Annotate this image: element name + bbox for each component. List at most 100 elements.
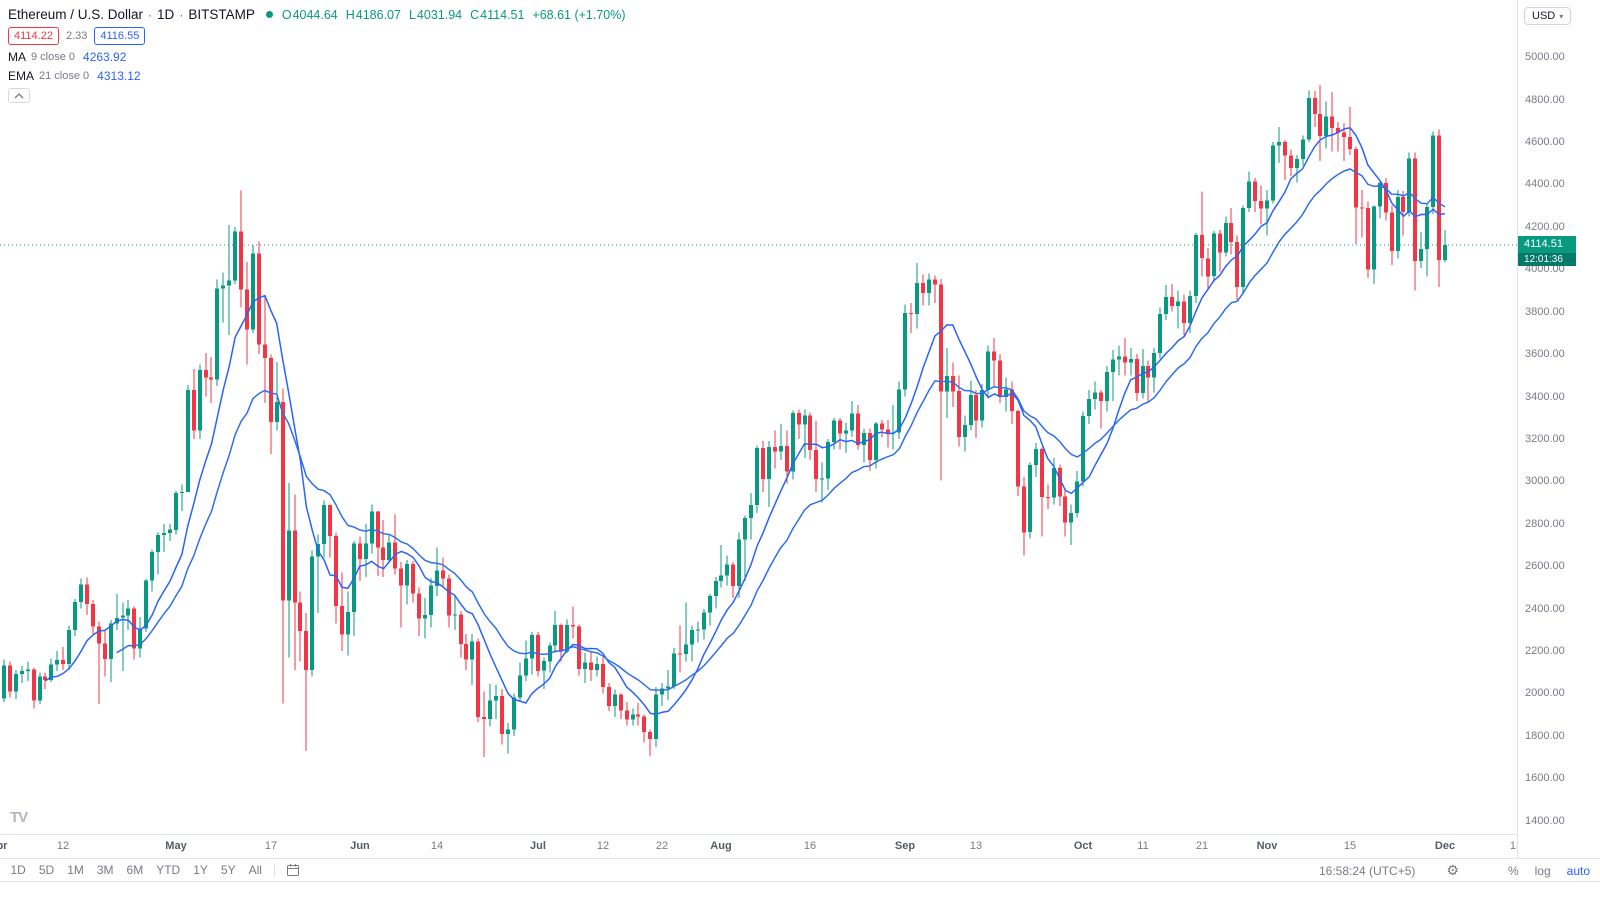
close-label: C: [470, 7, 480, 22]
go-to-date-button[interactable]: [281, 859, 305, 881]
date-range-switcher: 1D 5D 1M 3M 6M YTD 1Y 5Y All: [0, 859, 305, 881]
range-button-1m[interactable]: 1M: [61, 859, 91, 881]
currency-label: USD: [1532, 10, 1556, 22]
price-tick-label: 3800.00: [1525, 306, 1565, 318]
price-tick-label: 1600.00: [1525, 772, 1565, 784]
ask-price[interactable]: 4116.55: [94, 27, 146, 45]
price-axis[interactable]: USD ▾ 5000.00 4800.00 4600.00 4400.00 4200.0…: [1517, 0, 1600, 858]
range-button-ytd[interactable]: YTD: [150, 859, 187, 881]
time-tick-label: 17: [264, 840, 278, 852]
candlestick-chart-canvas[interactable]: [0, 0, 1517, 834]
chart-legend: Ethereum / U.S. Dollar · 1D · BITSTAMP O…: [8, 7, 626, 103]
indicator-name: EMA: [8, 69, 35, 83]
time-tick-label: 16: [803, 840, 817, 852]
bid-ask-row: 4114.22 2.33 4116.55: [8, 27, 626, 45]
indicator-value: 4263.92: [83, 50, 127, 64]
low-value: 4031.94: [416, 7, 463, 22]
price-tick-label: 4400.00: [1525, 178, 1565, 190]
auto-scale-button[interactable]: auto: [1559, 859, 1598, 883]
chart-pane[interactable]: Ethereum / U.S. Dollar · 1D · BITSTAMP O…: [0, 0, 1517, 834]
open-label: O: [281, 7, 292, 22]
time-axis[interactable]: Apr 12 May 17 Jun 14 Jul 12 22 Aug 16 Sep 13 Oct 11 21 N…: [0, 834, 1517, 858]
time-tick-label: 22: [655, 840, 669, 852]
time-tick-label: 11: [1137, 840, 1149, 852]
indicator-row-ma9[interactable]: MA 9 close 0 4263.92: [8, 50, 626, 64]
indicator-name: MA: [8, 50, 26, 64]
bar-countdown-label: 12:01:36: [1518, 253, 1576, 266]
price-tick-label: 3000.00: [1525, 475, 1565, 487]
time-tick-label: 13: [969, 840, 983, 852]
currency-selector-button[interactable]: USD ▾: [1524, 7, 1572, 25]
change-value: +68.61 (+1.70%): [532, 7, 626, 22]
range-button-5y[interactable]: 5Y: [214, 859, 242, 881]
exchange-label[interactable]: BITSTAMP: [188, 7, 255, 22]
price-tick-label: 3200.00: [1525, 433, 1565, 445]
bid-price[interactable]: 4114.22: [8, 27, 59, 45]
time-tick-label: Apr: [0, 840, 8, 852]
caret-down-icon: ▾: [1559, 11, 1564, 21]
time-tick-label: Jun: [350, 840, 370, 852]
time-tick-label: 12: [596, 840, 610, 852]
price-tick-label: 1400.00: [1525, 815, 1565, 827]
time-tick-label: Oct: [1073, 840, 1093, 852]
high-value: 4186.07: [355, 7, 401, 22]
close-value: 4114.51: [480, 7, 525, 22]
tradingview-logo[interactable]: TV: [10, 809, 28, 826]
price-tick-label: 5000.00: [1525, 51, 1565, 63]
time-tick-label: 21: [1195, 840, 1209, 852]
time-tick-label: 13: [1509, 840, 1517, 852]
spread-value: 2.33: [65, 30, 88, 42]
clock-time: 16:58:24: [1318, 864, 1366, 878]
time-tick-label: Aug: [710, 840, 732, 852]
calendar-icon: [287, 864, 300, 876]
percent-scale-button[interactable]: %: [1500, 859, 1527, 883]
price-tick-label: 4800.00: [1525, 94, 1565, 106]
time-tick-label: 14: [430, 840, 444, 852]
time-tick-label: 12: [56, 840, 70, 852]
settings-gear-icon[interactable]: ⚙: [1441, 859, 1464, 883]
log-scale-button[interactable]: log: [1527, 859, 1559, 883]
toolbar-divider: [274, 863, 276, 877]
scale-controls-group: 16:58:24 (UTC+5) ⚙ % log auto: [1319, 859, 1600, 883]
price-tick-label: 2800.00: [1525, 518, 1565, 530]
price-tick-label: 2000.00: [1525, 687, 1565, 699]
clock-timezone: (UTC+5): [1369, 864, 1416, 878]
price-tick-label: 3400.00: [1525, 391, 1565, 403]
session-clock[interactable]: 16:58:24 (UTC+5): [1319, 864, 1415, 878]
high-label: H: [345, 7, 355, 22]
time-tick-label: May: [165, 840, 187, 852]
time-tick-label: Dec: [1434, 840, 1456, 852]
price-tick-label: 3600.00: [1525, 348, 1565, 360]
time-tick-label: Nov: [1256, 840, 1278, 852]
range-buttons-group: 1D 5D 1M 3M 6M YTD 1Y 5Y All: [4, 859, 268, 881]
interval-label[interactable]: 1D: [157, 7, 175, 22]
ohlc-values: O 4044.64 H 4186.07 L 4031.94 C 4114.51 +68.…: [282, 8, 626, 22]
indicator-value: 4313.12: [97, 69, 141, 83]
indicator-params: 9 close 0: [31, 51, 76, 63]
range-button-5d[interactable]: 5D: [32, 859, 60, 881]
time-tick-label: Jul: [530, 840, 546, 852]
separator-dot: ·: [148, 7, 153, 22]
low-label: L: [408, 7, 416, 22]
ma9-line: [45, 126, 1446, 715]
range-button-1d[interactable]: 1D: [4, 859, 32, 881]
indicator-params: 21 close 0: [39, 70, 90, 82]
range-button-6m[interactable]: 6M: [120, 859, 150, 881]
symbol-title[interactable]: Ethereum / U.S. Dollar: [8, 7, 144, 22]
collapse-legend-button[interactable]: [8, 88, 30, 103]
price-tick-label: 1800.00: [1525, 730, 1565, 742]
price-tick-label: 4600.00: [1525, 136, 1565, 148]
time-tick-label: Sep: [894, 840, 916, 852]
indicator-row-ema21[interactable]: EMA 21 close 0 4313.12: [8, 69, 626, 83]
open-value: 4044.64: [292, 7, 338, 22]
range-button-1y[interactable]: 1Y: [187, 859, 215, 881]
separator-dot: ·: [179, 7, 184, 22]
price-tick-label: 2600.00: [1525, 560, 1565, 572]
price-tick-label: 2200.00: [1525, 645, 1565, 657]
chevron-up-icon: [14, 92, 24, 98]
range-button-all[interactable]: All: [242, 859, 268, 881]
bottom-toolbar: 1D 5D 1M 3M 6M YTD 1Y 5Y All 16:58:24 (UTC+5) ⚙ …: [0, 858, 1600, 882]
range-button-3m[interactable]: 3M: [90, 859, 120, 881]
ema21-line: [116, 168, 1446, 691]
